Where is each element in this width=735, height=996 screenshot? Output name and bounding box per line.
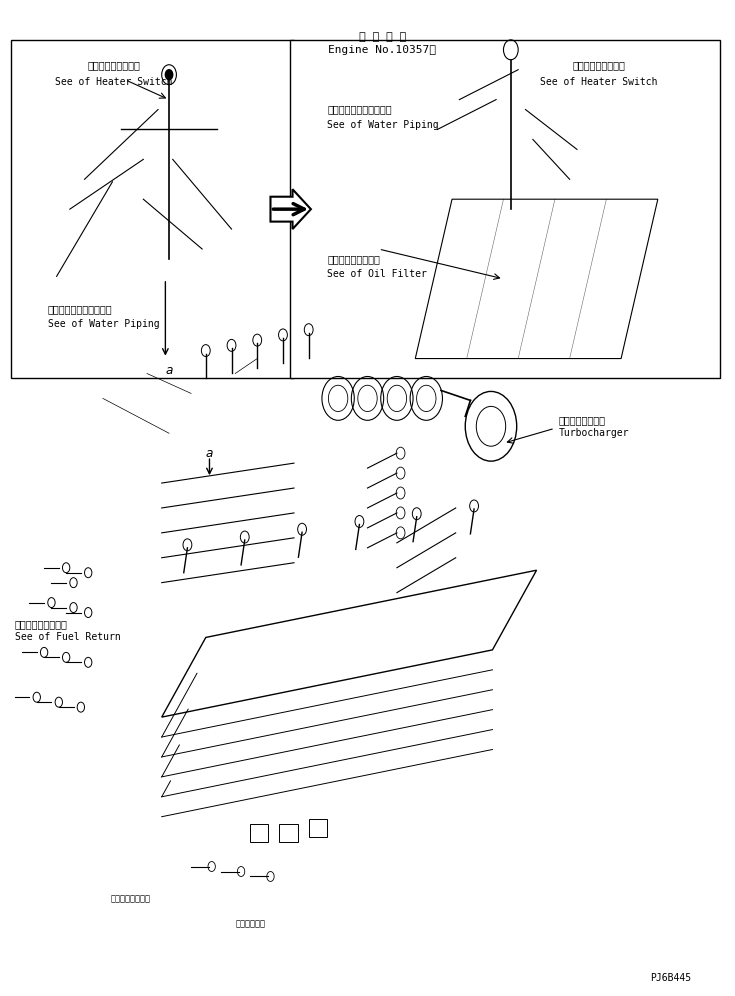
Bar <box>250 824 268 842</box>
Text: a: a <box>206 446 213 460</box>
Text: オイルフィルタ参照: オイルフィルタ参照 <box>327 254 380 264</box>
Bar <box>11 40 294 378</box>
Text: See of Heater Switch: See of Heater Switch <box>55 77 173 87</box>
Text: a: a <box>165 364 173 376</box>
Text: ・・　・・　・・: ・・ ・・ ・・ <box>110 893 150 903</box>
Text: ヒータスイッチ参照: ヒータスイッチ参照 <box>573 60 625 70</box>
Text: フェルリターン参照: フェルリターン参照 <box>15 620 68 629</box>
Text: See of Heater Switch: See of Heater Switch <box>540 77 658 87</box>
Text: See of Water Piping: See of Water Piping <box>327 120 439 129</box>
Text: －　・　・・: － ・ ・・ <box>235 919 265 929</box>
Text: ウォータパイピング参照: ウォータパイピング参照 <box>327 105 392 115</box>
Text: See of Water Piping: See of Water Piping <box>48 319 159 329</box>
Bar <box>309 819 327 837</box>
Bar <box>290 40 720 378</box>
Text: ウォータパイピング参照: ウォータパイピング参照 <box>48 304 112 314</box>
Bar <box>279 824 298 842</box>
Text: Engine No.10357～: Engine No.10357～ <box>329 45 436 55</box>
FancyArrow shape <box>270 189 311 229</box>
Circle shape <box>165 70 173 80</box>
Text: PJ6B445: PJ6B445 <box>650 973 691 983</box>
Text: ヒータスイッチ参照: ヒータスイッチ参照 <box>87 60 140 70</box>
Text: See of Oil Filter: See of Oil Filter <box>327 269 427 279</box>
Text: Turbocharger: Turbocharger <box>559 428 629 438</box>
Text: 適 用 号 機: 適 用 号 機 <box>359 32 406 42</box>
Text: See of Fuel Return: See of Fuel Return <box>15 632 121 642</box>
Text: ターボチャージャ: ターボチャージャ <box>559 415 606 425</box>
